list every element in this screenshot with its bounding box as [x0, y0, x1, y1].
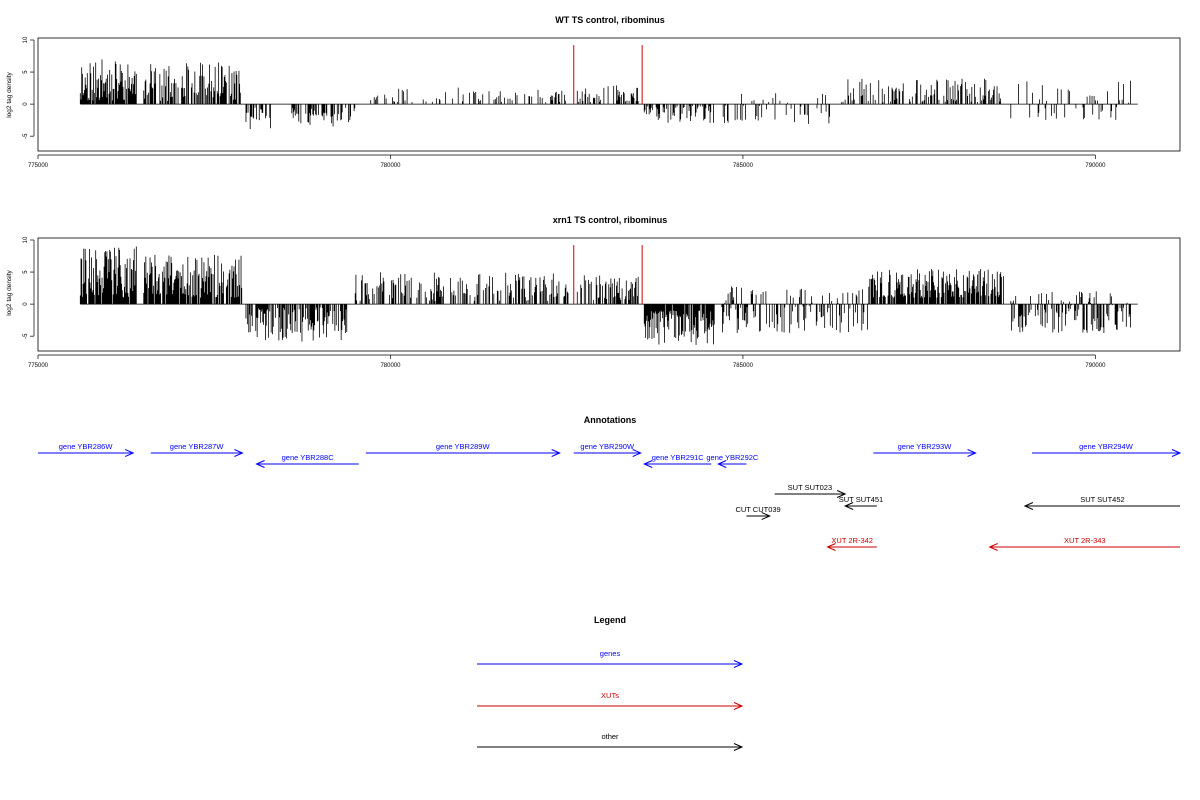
wt-bar-segment-9 — [1010, 80, 1131, 120]
feature-arrow-12 — [746, 512, 771, 520]
wt-axes: 775000 780000 785000 790000 -5 0 5 10 — [23, 36, 1106, 169]
feature-label: gene YBR293W — [898, 442, 953, 451]
feature-arrow-13 — [826, 543, 877, 551]
wt-track: WT TS control, ribominus log2 tag densit… — [6, 15, 1181, 169]
feature-label: CUT CUT039 — [735, 505, 780, 514]
feature-arrow-9 — [774, 490, 847, 498]
xrn1-bar-segment-0 — [79, 246, 137, 305]
feature-arrow-1 — [150, 449, 244, 457]
feature-label: SUT SUT451 — [839, 495, 883, 504]
xrn1-bars — [79, 246, 1138, 345]
legend-label-gene: genes — [600, 649, 621, 658]
wt-x-tick-label: 785000 — [733, 163, 754, 169]
xrn1-track-title: xrn1 TS control, ribominus — [553, 215, 668, 225]
xrn1-x-tick-label: 790000 — [1085, 363, 1106, 369]
feature-label: SUT SUT452 — [1080, 495, 1124, 504]
xrn1-bar-segment-7 — [869, 269, 1004, 305]
legend-arrow-xut — [477, 702, 744, 710]
xrn1-bar-segment-3 — [354, 272, 569, 305]
xrn1-bar-segment-1 — [143, 254, 243, 305]
wt-y-tick-label: 0 — [23, 102, 29, 106]
wt-bar-segment-8 — [841, 78, 1001, 105]
xrn1-track: xrn1 TS control, ribominus log2 tag dens… — [6, 215, 1181, 369]
xrn1-bar-segment-5 — [643, 304, 715, 345]
feature-arrow-10 — [843, 502, 877, 510]
feature-label: gene YBR288C — [282, 453, 335, 462]
xrn1-bar-segment-2 — [245, 304, 348, 342]
feature-label: gene YBR287W — [170, 442, 225, 451]
xrn1-track-ylabel: log2 tag density — [6, 269, 13, 315]
xrn1-x-tick-label: 785000 — [733, 363, 754, 369]
wt-markers — [573, 45, 643, 105]
xrn1-bar-segment-4 — [576, 275, 639, 305]
feature-label: gene YBR289W — [436, 442, 491, 451]
legend-label-other: other — [601, 732, 619, 741]
wt-track-title: WT TS control, ribominus — [555, 15, 665, 25]
feature-arrow-2 — [255, 460, 359, 468]
xrn1-y-tick-label: 10 — [23, 236, 29, 243]
xrn1-axes: 775000 780000 785000 790000 -5 0 5 10 — [23, 236, 1106, 369]
xrn1-x-tick-label: 775000 — [28, 363, 49, 369]
feature-arrow-4 — [573, 449, 642, 457]
legend-panel: Legend genes XUTs other — [477, 615, 744, 751]
legend-entries: genes XUTs other — [477, 649, 744, 751]
feature-label: gene YBR291C — [652, 453, 705, 462]
legend-arrow-gene — [477, 660, 744, 668]
wt-bars — [79, 59, 1138, 130]
feature-arrow-3 — [365, 449, 561, 457]
wt-plot-frame — [37, 37, 1181, 152]
wt-bar-segment-3 — [291, 104, 356, 127]
feature-arrow-8 — [1031, 449, 1182, 457]
feature-arrow-14 — [988, 543, 1180, 551]
wt-bar-segment-6 — [643, 104, 714, 123]
xrn1-y-tick-label: -5 — [23, 333, 29, 339]
wt-bar-segment-2 — [245, 104, 271, 130]
wt-bar-segment-1 — [143, 62, 241, 105]
wt-bar-segment-7 — [722, 93, 830, 124]
wt-x-tick-label: 775000 — [28, 163, 49, 169]
feature-label: gene YBR294W — [1079, 442, 1134, 451]
annotations-title: Annotations — [584, 415, 637, 425]
xrn1-bar-segment-6 — [721, 286, 870, 333]
xrn1-y-tick-label: 0 — [23, 302, 29, 306]
feature-label: XUT 2R-342 — [831, 536, 873, 545]
xrn1-plot-frame — [37, 237, 1181, 352]
wt-bar-segment-0 — [79, 59, 137, 105]
wt-y-tick-label: 5 — [23, 70, 29, 74]
wt-y-tick-label: -5 — [23, 133, 29, 139]
feature-arrow-11 — [1023, 502, 1180, 510]
wt-x-tick-label: 790000 — [1085, 163, 1106, 169]
feature-label: XUT 2R-343 — [1064, 536, 1106, 545]
feature-arrow-6 — [717, 460, 747, 468]
annotation-features: gene YBR286W gene YBR287W gene YBR288C gene… — [38, 442, 1182, 551]
feature-label: gene YBR286W — [59, 442, 114, 451]
xrn1-bar-segment-8 — [1010, 291, 1131, 333]
feature-arrow-7 — [873, 449, 977, 457]
wt-x-tick-label: 780000 — [380, 163, 401, 169]
xrn1-y-tick-label: 5 — [23, 270, 29, 274]
feature-arrow-0 — [38, 449, 135, 457]
feature-label: SUT SUT023 — [788, 483, 832, 492]
legend-label-xut: XUTs — [601, 691, 619, 700]
legend-title: Legend — [594, 615, 626, 625]
legend-arrow-other — [477, 743, 744, 751]
xrn1-x-tick-label: 780000 — [380, 363, 401, 369]
wt-bar-segment-4 — [370, 87, 566, 105]
feature-arrow-5 — [642, 460, 712, 468]
xrn1-markers — [573, 245, 643, 305]
wt-y-tick-label: 10 — [23, 36, 29, 43]
feature-label: gene YBR290W — [580, 442, 635, 451]
feature-label: gene YBR292C — [706, 453, 759, 462]
annotations-panel: Annotations gene YBR286W gene YBR287Wgene… — [38, 415, 1182, 551]
wt-bar-segment-5 — [576, 85, 639, 105]
wt-track-ylabel: log2 tag density — [6, 71, 13, 117]
